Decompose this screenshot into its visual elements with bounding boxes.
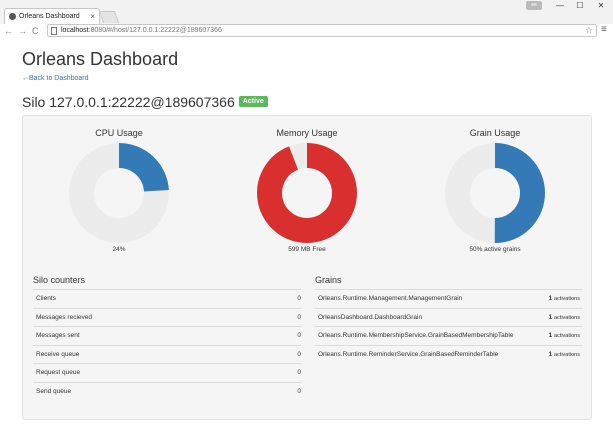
counter-value: 0 — [297, 295, 301, 302]
grain-name: Orleans.Runtime.MembershipService.GrainB… — [318, 332, 514, 339]
forward-arrow-icon[interactable]: → — [18, 26, 27, 36]
favicon-icon — [9, 13, 16, 20]
counter-row: Messages sent 0 — [33, 326, 301, 345]
grain-row: Orleans.Runtime.ReminderService.GrainBas… — [315, 344, 583, 364]
grain-row: Orleans.Runtime.MembershipService.GrainB… — [315, 326, 583, 345]
url-path: :8080/#/host/127.0.0.1:22222@189607366 — [88, 27, 222, 34]
browser-menu-icon[interactable]: ≡ — [601, 24, 607, 35]
grain-count: 1 activations — [549, 290, 580, 308]
grains-table: Orleans.Runtime.Management.ManagementGra… — [315, 289, 583, 363]
grain-row: Orleans.Runtime.Management.ManagementGra… — [315, 289, 583, 308]
counter-row: Receive queue 0 — [33, 344, 301, 364]
counter-row: Send queue 0 — [33, 381, 301, 401]
status-badge: Active — [238, 95, 268, 107]
gauge-footer: 50% active grains — [469, 246, 521, 253]
counter-label: Clients — [36, 295, 56, 302]
grain-count: 1 activations — [549, 327, 580, 345]
gauge-footer: 599 MB Free — [288, 246, 326, 253]
counter-row: Request queue 0 — [33, 363, 301, 382]
browser-tab[interactable]: Orleans Dashboard × — [4, 8, 100, 24]
counter-value: 0 — [297, 369, 301, 376]
back-to-dashboard-link[interactable]: ←Back to Dashboard — [22, 75, 89, 82]
gauge-title: Grain Usage — [469, 128, 521, 138]
activations-label: activations — [554, 333, 580, 339]
grain-count: 1 activations — [549, 346, 580, 364]
counter-value: 0 — [297, 387, 301, 395]
donut-arc — [257, 143, 357, 243]
page-title: Orleans Dashboard — [22, 49, 179, 69]
counter-value: 0 — [297, 350, 301, 358]
counter-label: Receive queue — [36, 350, 80, 358]
activations-label: activations — [554, 314, 580, 321]
activation-count: 1 — [548, 350, 553, 358]
grain-name: Orleans.Runtime.ReminderService.GrainBas… — [318, 350, 499, 358]
donut-arc — [69, 143, 169, 243]
maximize-icon[interactable]: ☐ — [576, 1, 584, 10]
activation-count: 1 — [548, 332, 553, 339]
minimize-icon[interactable]: — — [556, 1, 564, 10]
back-arrow-icon[interactable]: ← — [4, 26, 13, 36]
activations-label: activations — [554, 351, 580, 358]
grain-usage-gauge: Grain Usage 50% active grains — [415, 128, 575, 253]
url-host: localhost — [61, 27, 89, 34]
silo-panel: CPU Usage 24% Memory Usage 599 MB Free G… — [22, 115, 592, 420]
counter-row: Messages recieved 0 — [33, 307, 301, 327]
tab-title: Orleans Dashboard — [19, 13, 80, 20]
counter-value: 0 — [297, 332, 301, 339]
browser-chrome: Orleans Dashboard × ee — ☐ ✕ ← → C local… — [0, 0, 613, 40]
gauge-title: Memory Usage — [276, 128, 338, 138]
reload-icon[interactable]: C — [32, 26, 39, 36]
grain-donut-chart — [445, 143, 545, 243]
silo-title: Silo 127.0.0.1:22222@189607366 — [22, 94, 235, 110]
silo-counters-title: Silo counters — [33, 275, 86, 285]
memory-donut-chart — [257, 143, 357, 243]
grains-title: Grains — [315, 275, 342, 285]
memory-usage-gauge: Memory Usage 599 MB Free — [227, 128, 387, 253]
new-tab-button[interactable] — [98, 11, 120, 23]
counter-label: Messages sent — [36, 332, 80, 339]
address-bar[interactable]: localhost:8080/#/host/127.0.0.1:22222@18… — [47, 24, 597, 37]
page-icon — [51, 27, 57, 35]
gauge-title: CPU Usage — [95, 128, 143, 138]
activation-count: 1 — [548, 313, 553, 321]
cpu-donut-chart — [69, 143, 169, 243]
grain-count: 1 activations — [549, 309, 580, 327]
counter-row: Clients 0 — [33, 289, 301, 308]
tab-close-icon[interactable]: × — [90, 12, 95, 21]
grain-row: OrleansDashboard.DashboardGrain 1 activat… — [315, 307, 583, 327]
close-window-icon[interactable]: ✕ — [597, 1, 605, 10]
counter-label: Send queue — [36, 387, 72, 395]
grain-name: OrleansDashboard.DashboardGrain — [318, 313, 423, 321]
grain-name: Orleans.Runtime.Management.ManagementGra… — [318, 295, 463, 302]
activation-count: 1 — [548, 295, 553, 302]
page-content: Orleans Dashboard ←Back to Dashboard Sil… — [0, 40, 613, 428]
activations-label: activations — [554, 296, 580, 302]
cpu-usage-gauge: CPU Usage 24% — [39, 128, 199, 253]
gauge-footer: 24% — [112, 246, 126, 253]
counter-value: 0 — [297, 313, 301, 321]
counter-label: Request queue — [36, 369, 81, 376]
donut-arc — [445, 143, 545, 243]
silo-counters-table: Clients 0 Messages recieved 0 Messages sent 0… — [33, 289, 301, 400]
silo-heading: Silo 127.0.0.1:22222@189607366 Active — [22, 94, 268, 110]
counter-label: Messages recieved — [36, 313, 92, 321]
user-profile-badge[interactable]: ee — [526, 1, 542, 10]
bookmark-star-icon[interactable]: ☆ — [584, 25, 593, 35]
